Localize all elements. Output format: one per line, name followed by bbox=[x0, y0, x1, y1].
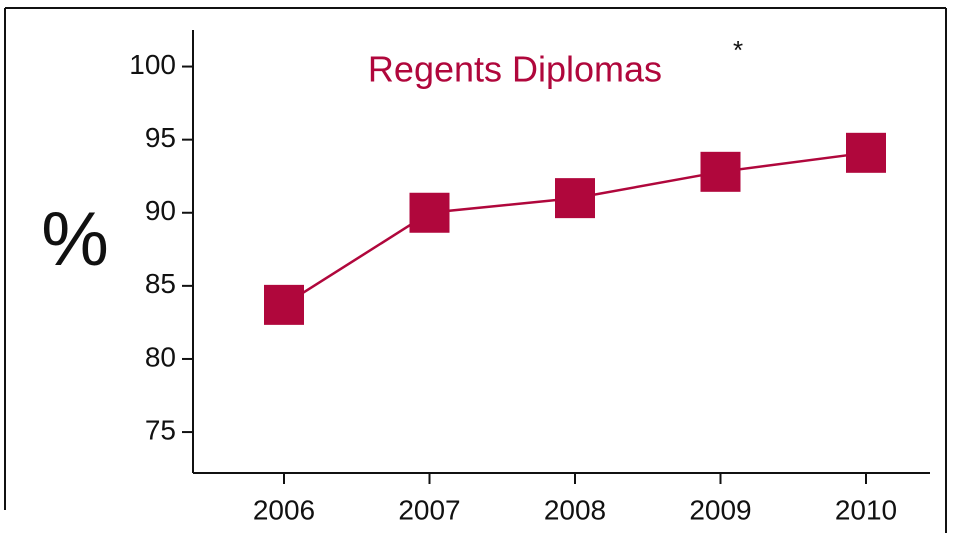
y-tick-label: 90 bbox=[145, 195, 176, 226]
y-tick-label: 95 bbox=[145, 122, 176, 153]
y-tick-label: 75 bbox=[145, 414, 176, 445]
y-tick-label: 80 bbox=[145, 341, 176, 372]
y-tick-label: 100 bbox=[129, 49, 176, 80]
x-tick-label: 2007 bbox=[398, 494, 460, 525]
x-tick-label: 2006 bbox=[253, 494, 315, 525]
x-tick-label: 2010 bbox=[835, 494, 897, 525]
chart-title: Regents Diplomas bbox=[368, 49, 662, 90]
marker bbox=[409, 192, 450, 233]
x-tick-label: 2008 bbox=[544, 494, 606, 525]
marker bbox=[846, 132, 886, 173]
x-tick-label: 2009 bbox=[689, 494, 751, 525]
y-axis-label: % bbox=[41, 197, 109, 282]
line bbox=[283, 151, 867, 306]
annotation: * bbox=[733, 35, 743, 65]
marker bbox=[264, 284, 304, 325]
marker bbox=[700, 151, 741, 192]
marker bbox=[555, 178, 595, 219]
y-tick-label: 85 bbox=[145, 268, 176, 299]
